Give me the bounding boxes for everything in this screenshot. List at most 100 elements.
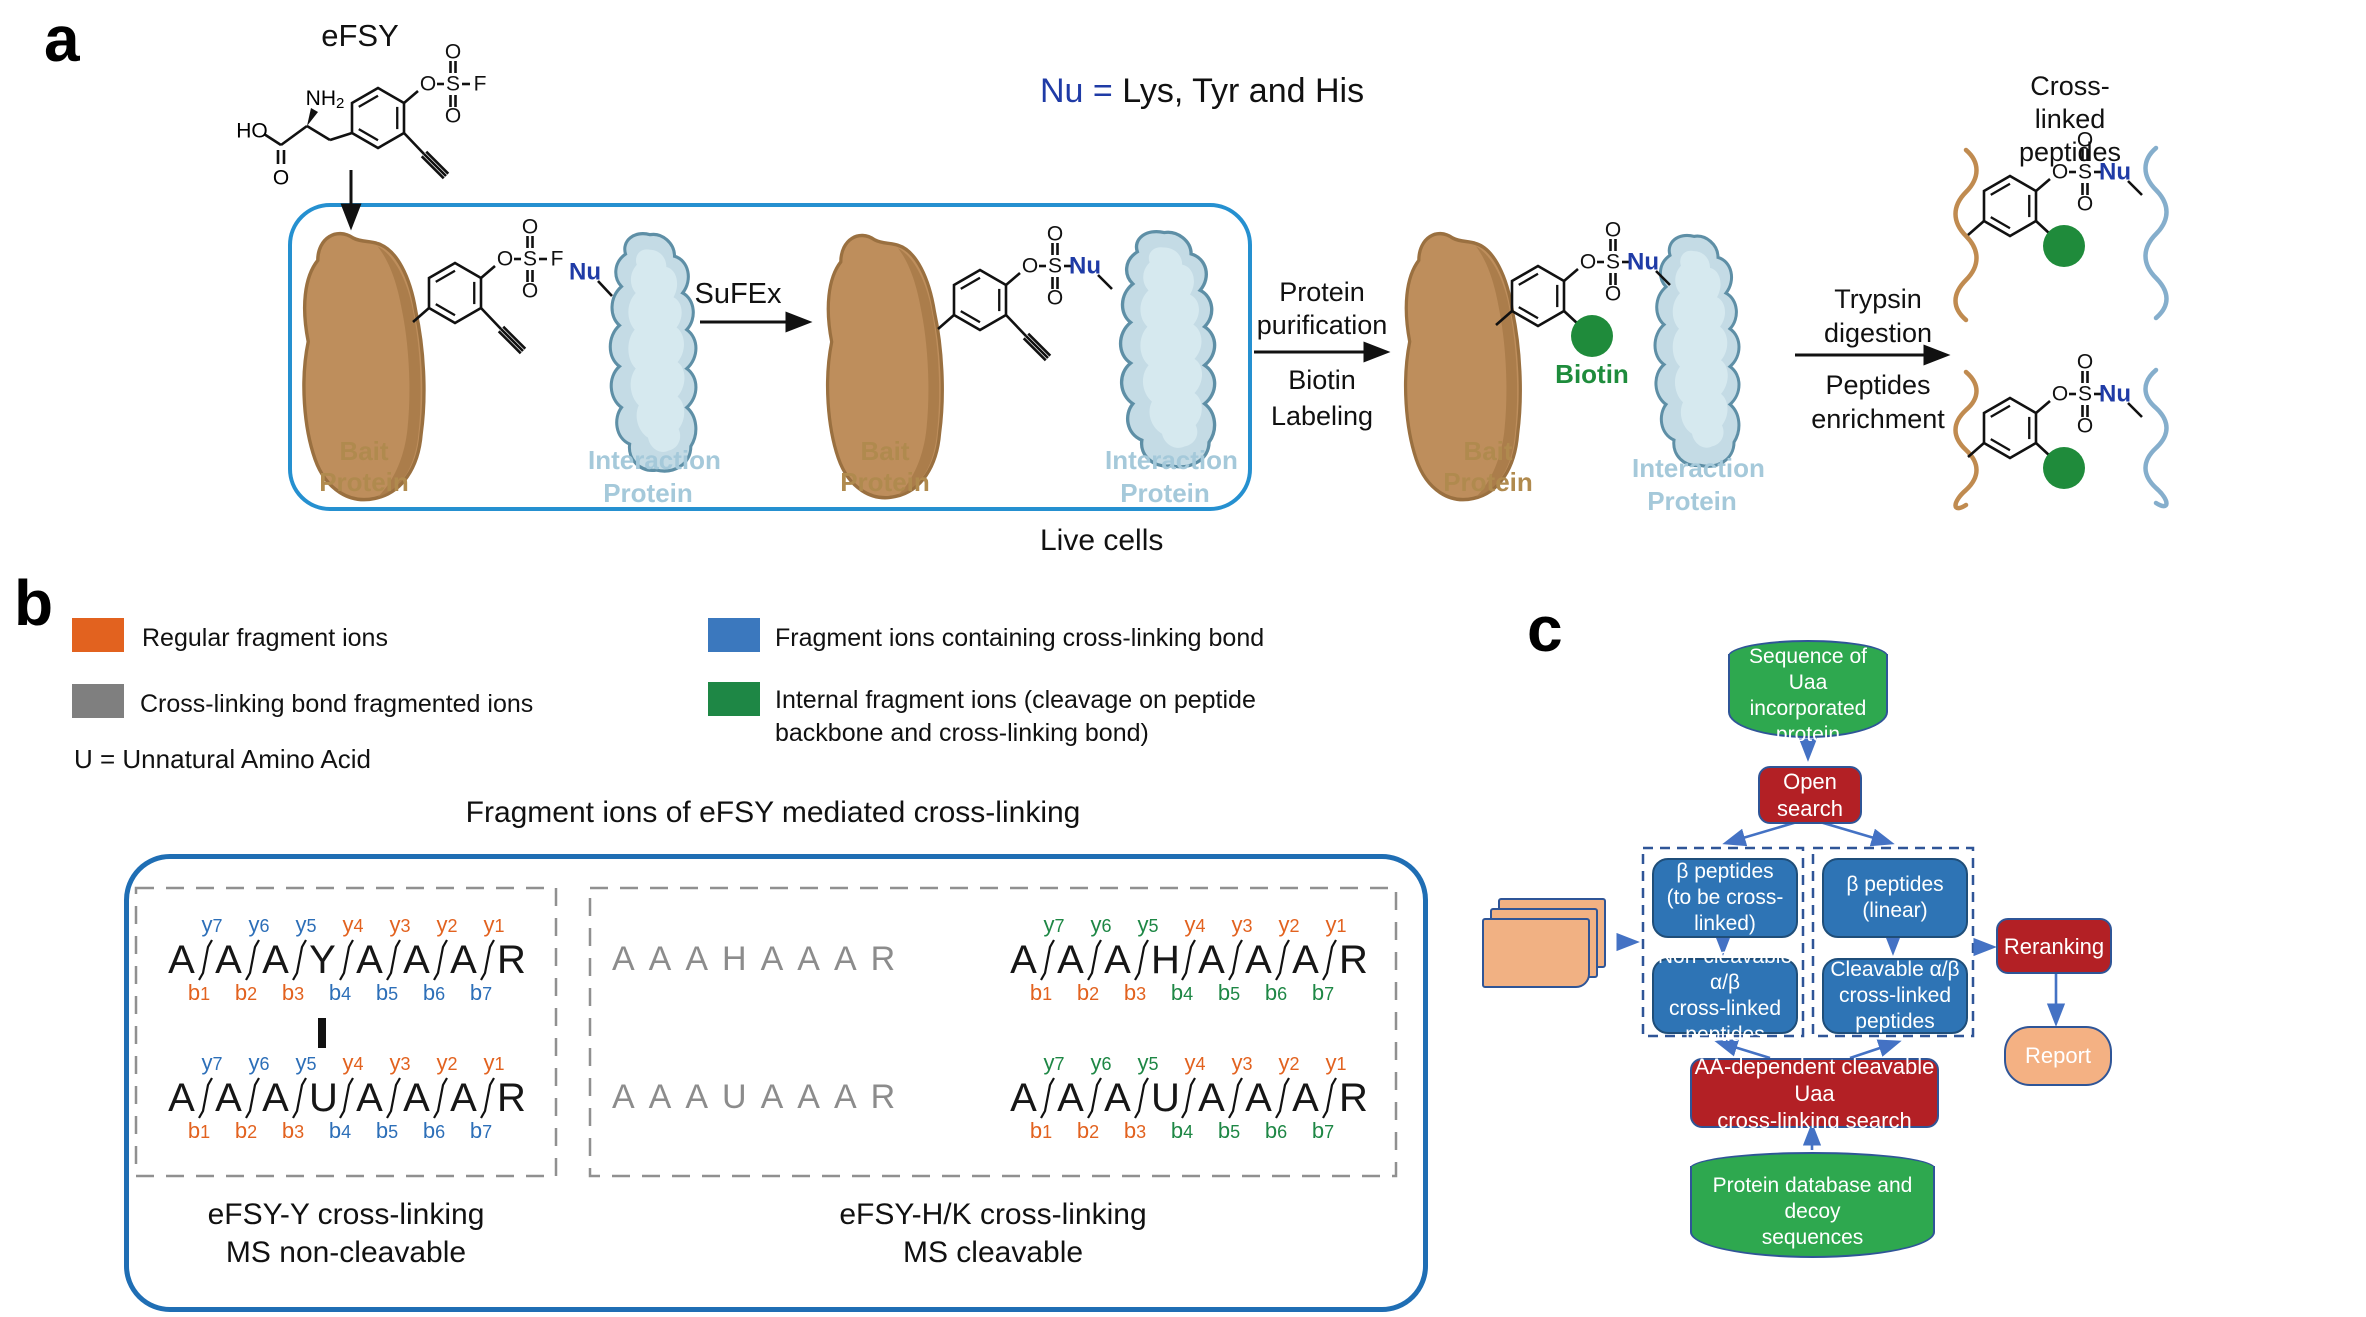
- fragmentation-site: y2 b6: [423, 914, 458, 1006]
- live-cells-box: [288, 203, 1252, 511]
- panel-b-label: b: [14, 567, 54, 639]
- atom-label: O: [445, 41, 461, 64]
- interaction-protein-blob-3: [1653, 233, 1741, 468]
- nu-definition-prefix: Nu =: [1040, 72, 1113, 110]
- atom-label: O: [445, 105, 461, 128]
- residue-letter: A: [1104, 1076, 1131, 1120]
- b-ion-label: b6: [1264, 980, 1288, 1005]
- y-ion-label: y4: [342, 1050, 364, 1075]
- residue-letter: U: [309, 1076, 338, 1120]
- residue-letter: A: [1057, 1076, 1084, 1120]
- panel-a-label: a: [44, 3, 80, 75]
- beta-linear-node: β peptides (linear): [1822, 858, 1968, 938]
- residue-letter: A: [1010, 938, 1037, 982]
- aa-dependent-search-node: AA-dependent cleavable Uaa cross-linking…: [1690, 1054, 1939, 1133]
- residue-letter: A: [1010, 1076, 1037, 1120]
- y-ion-label: y2: [1278, 912, 1300, 937]
- sequence-database-cylinder: Sequence of Uaa incorporated protein: [1728, 640, 1888, 746]
- cleavage-mark: [198, 939, 213, 981]
- legend-swatch-containing: [708, 618, 760, 652]
- atom-label: O: [2077, 193, 2093, 216]
- y-ion-label: y1: [483, 912, 505, 937]
- atom-label: S: [446, 73, 460, 96]
- residue-letter: A: [356, 1076, 383, 1120]
- y-ion-label: y3: [1231, 1050, 1253, 1075]
- fragmentation-site: y5 b3: [282, 914, 317, 1006]
- b-ion-label: b1: [187, 1118, 211, 1143]
- y-ion-label: y1: [1325, 912, 1347, 937]
- carbonyl-o-atom: O: [273, 167, 289, 190]
- y-ion-label: y5: [1137, 912, 1159, 937]
- residue-letter: A: [1104, 938, 1131, 982]
- b-ion-label: b4: [1170, 1118, 1194, 1143]
- nu-label: Nu: [1627, 249, 1659, 276]
- noncleavable-peptides-node: Non-cleavable α/β cross-linked peptides: [1652, 945, 1798, 1046]
- fragmentation-site: y1 b7: [1312, 914, 1347, 1006]
- fragmentation-site: y3 b5: [376, 1052, 411, 1144]
- nu-label: Nu: [2099, 381, 2131, 408]
- bait-protein-label-1: Bait Protein: [319, 436, 409, 497]
- cylinder-body: [1690, 1166, 1935, 1258]
- b-ion-label: b6: [422, 980, 446, 1005]
- efsy-amino-acid-backbone: [263, 124, 353, 164]
- cleavage-mark: [1275, 1077, 1290, 1119]
- fragmentation-site: y4 b4: [1171, 1052, 1206, 1144]
- fragmentation-site: y7 b1: [1030, 914, 1065, 1006]
- fragmentation-site: y2 b6: [1265, 1052, 1300, 1144]
- y-ion-label: y4: [1184, 912, 1206, 937]
- b-ion-label: b3: [1123, 980, 1147, 1005]
- residue-letter: A: [215, 1076, 242, 1120]
- atom-label: O: [420, 73, 436, 96]
- fragmentation-site: y6 b2: [235, 914, 270, 1006]
- ho-atom: HO: [236, 120, 268, 143]
- cleavage-mark: [1275, 939, 1290, 981]
- fragmentation-site: y3 b5: [376, 914, 411, 1006]
- y-ion-label: y7: [1043, 1050, 1065, 1075]
- cleavage-mark: [480, 939, 495, 981]
- live-cells-label: Live cells: [1040, 524, 1164, 557]
- fragmentation-site: y2 b6: [423, 1052, 458, 1144]
- fragmentation-site: y1 b7: [1312, 1052, 1347, 1144]
- cleavage-mark: [292, 939, 307, 981]
- y-ion-label: y6: [1090, 912, 1112, 937]
- fragmentation-site: y5 b3: [1124, 1052, 1159, 1144]
- b-ion-label: b4: [1170, 980, 1194, 1005]
- y-ion-label: y1: [1325, 1050, 1347, 1075]
- cleavage-mark: [386, 939, 401, 981]
- interaction-protein-label-1: Interaction Protein: [588, 445, 721, 508]
- b-ion-label: b7: [1311, 1118, 1335, 1143]
- trypsin-digestion-label: Trypsin digestion: [1823, 284, 1933, 348]
- fragment-ions-box: [124, 854, 1428, 1312]
- atom-label: O: [1605, 219, 1621, 242]
- cleavage-mark: [1181, 1077, 1196, 1119]
- residue-letter: R: [1339, 938, 1368, 982]
- cleavage-mark: [339, 1077, 354, 1119]
- b-ion-label: b2: [1076, 980, 1100, 1005]
- b-ion-label: b2: [234, 980, 258, 1005]
- y-ion-label: y4: [1184, 1050, 1206, 1075]
- bait-protein-label-3: Bait Protein: [1443, 436, 1533, 497]
- cleavable-peptides-node: Cleavable α/β cross-linked peptides: [1822, 958, 1968, 1034]
- residue-letter: A: [356, 938, 383, 982]
- residue-letter: A: [168, 1076, 195, 1120]
- b-ion-label: b1: [187, 980, 211, 1005]
- cleavage-mark: [292, 1077, 307, 1119]
- residue-letter: R: [497, 1076, 526, 1120]
- residue-letter: A: [1292, 938, 1319, 982]
- y-ion-label: y5: [295, 912, 317, 937]
- b-ion-label: b6: [1264, 1118, 1288, 1143]
- fragment-ions-title: Fragment ions of eFSY mediated cross-lin…: [465, 796, 1081, 829]
- residue-letter: A: [1198, 1076, 1225, 1120]
- b-ion-label: b5: [375, 980, 399, 1005]
- residue-letter: U: [1151, 1076, 1180, 1120]
- gray-sequence-top: AAAHAAAR: [612, 940, 910, 978]
- fragmentation-site: y6 b2: [1077, 914, 1112, 1006]
- fragmentation-site: y2 b6: [1265, 914, 1300, 1006]
- y-ion-label: y6: [248, 1050, 270, 1075]
- residue-letter: A: [168, 938, 195, 982]
- b-ion-label: b7: [1311, 980, 1335, 1005]
- y-ion-label: y4: [342, 912, 364, 937]
